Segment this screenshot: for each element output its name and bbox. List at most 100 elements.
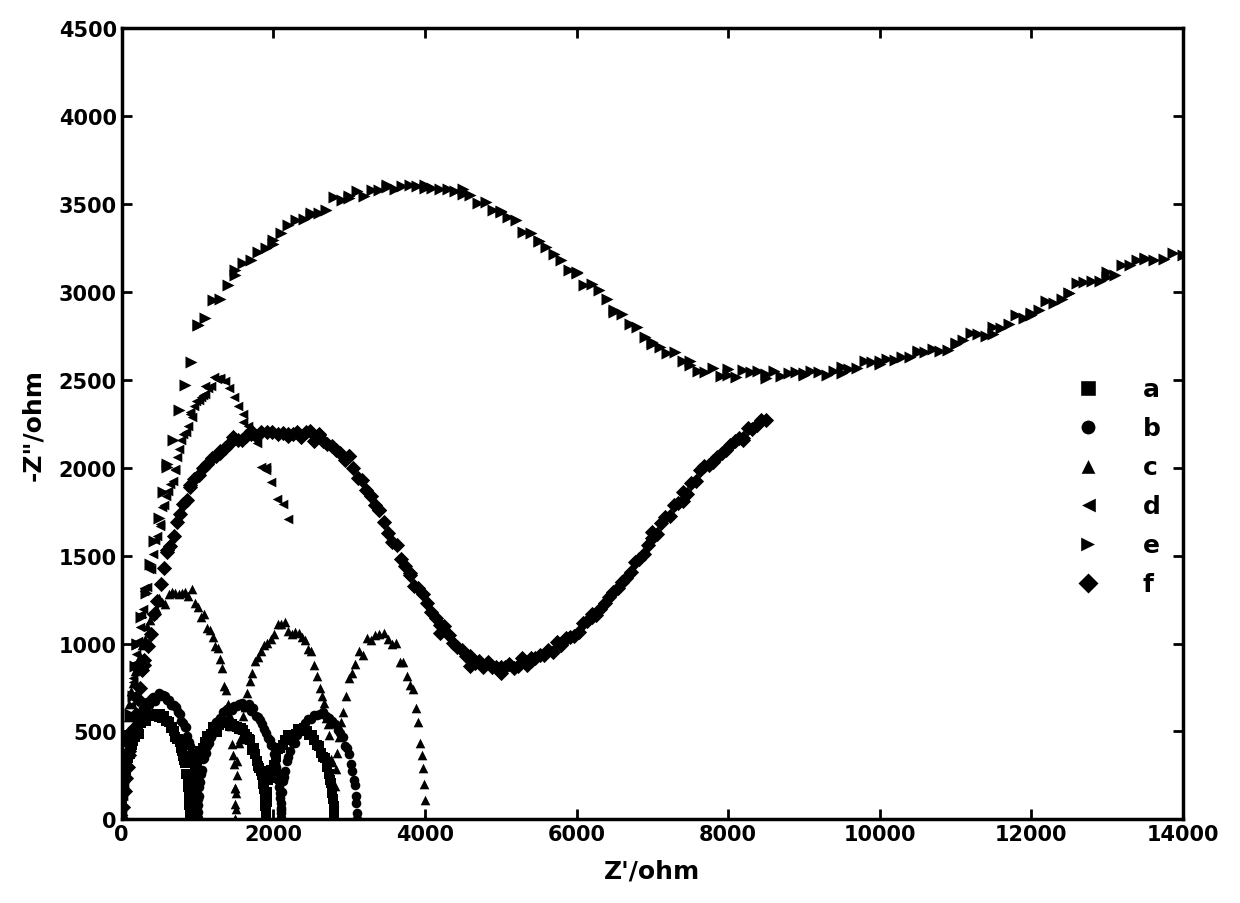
Point bbox=[128, 658, 148, 673]
Point bbox=[117, 725, 136, 740]
Point bbox=[138, 709, 157, 723]
Point bbox=[233, 415, 253, 430]
Point bbox=[115, 735, 135, 749]
Point bbox=[118, 759, 138, 773]
Y-axis label: -Z"/ohm: -Z"/ohm bbox=[21, 368, 45, 480]
Point bbox=[170, 507, 190, 521]
Point bbox=[195, 735, 215, 749]
Point bbox=[751, 414, 771, 428]
Point bbox=[1163, 247, 1183, 261]
Point bbox=[316, 709, 336, 723]
Point bbox=[165, 730, 185, 744]
Point bbox=[324, 191, 343, 205]
Point bbox=[308, 708, 327, 722]
Point bbox=[211, 716, 231, 731]
Point bbox=[336, 689, 356, 703]
Point bbox=[136, 695, 156, 710]
Point bbox=[324, 799, 343, 814]
Point bbox=[794, 368, 813, 383]
Point bbox=[270, 740, 290, 755]
Point bbox=[150, 518, 170, 533]
Point bbox=[113, 773, 133, 787]
Point bbox=[176, 425, 196, 440]
Point bbox=[180, 808, 200, 823]
Point bbox=[343, 773, 363, 787]
Point bbox=[908, 345, 928, 359]
Point bbox=[703, 455, 723, 470]
Point bbox=[115, 770, 135, 785]
Point bbox=[327, 723, 347, 738]
Point bbox=[252, 425, 272, 440]
Point bbox=[536, 241, 556, 256]
Point bbox=[696, 366, 715, 380]
Point bbox=[347, 185, 367, 200]
Point bbox=[677, 487, 697, 501]
Point bbox=[146, 601, 166, 616]
Point bbox=[613, 575, 632, 590]
Point bbox=[135, 632, 155, 647]
Point bbox=[528, 235, 548, 249]
Point bbox=[954, 333, 973, 348]
Point bbox=[309, 739, 329, 753]
Point bbox=[491, 206, 511, 220]
Point bbox=[998, 317, 1018, 331]
Point bbox=[169, 704, 188, 719]
Point bbox=[247, 754, 267, 768]
Point bbox=[185, 597, 205, 611]
Point bbox=[186, 394, 206, 408]
Point bbox=[159, 693, 179, 707]
Point bbox=[786, 366, 806, 380]
Point bbox=[187, 811, 207, 825]
Point bbox=[345, 777, 365, 792]
Point bbox=[642, 526, 662, 540]
Point bbox=[324, 812, 343, 826]
Point bbox=[270, 791, 290, 805]
Point bbox=[254, 789, 274, 804]
Point bbox=[627, 321, 647, 335]
Point bbox=[599, 590, 619, 604]
Point bbox=[290, 721, 310, 736]
Point bbox=[635, 330, 655, 345]
Point bbox=[179, 779, 198, 794]
Point bbox=[201, 379, 221, 394]
Point bbox=[188, 789, 208, 804]
Point bbox=[335, 453, 355, 468]
Point bbox=[164, 723, 184, 738]
Point bbox=[465, 656, 485, 670]
Point bbox=[484, 204, 503, 219]
Point bbox=[756, 413, 776, 427]
Point bbox=[500, 657, 520, 672]
Point bbox=[125, 656, 145, 671]
Point bbox=[197, 458, 217, 472]
Point bbox=[291, 724, 311, 739]
Point bbox=[232, 721, 252, 736]
Point bbox=[1090, 275, 1110, 289]
Point bbox=[228, 722, 248, 737]
Point bbox=[272, 804, 291, 818]
Point bbox=[439, 628, 459, 642]
Point bbox=[131, 610, 151, 625]
Point bbox=[248, 759, 268, 773]
Point bbox=[538, 643, 558, 657]
Point bbox=[112, 783, 131, 797]
Point bbox=[430, 627, 450, 641]
Point bbox=[151, 689, 171, 703]
Point bbox=[202, 630, 222, 645]
Point bbox=[255, 811, 275, 825]
Point bbox=[249, 761, 269, 776]
Point bbox=[136, 580, 156, 594]
Point bbox=[211, 293, 231, 307]
Point bbox=[210, 652, 229, 666]
Point bbox=[582, 608, 601, 622]
Point bbox=[604, 305, 624, 320]
Point bbox=[529, 647, 549, 662]
Point bbox=[268, 773, 288, 787]
Point bbox=[112, 805, 131, 820]
Point bbox=[119, 750, 139, 765]
Point bbox=[205, 721, 224, 735]
Point bbox=[128, 692, 148, 706]
Point bbox=[150, 707, 170, 721]
Point bbox=[862, 356, 882, 370]
Point bbox=[324, 813, 343, 827]
Point bbox=[233, 408, 253, 423]
